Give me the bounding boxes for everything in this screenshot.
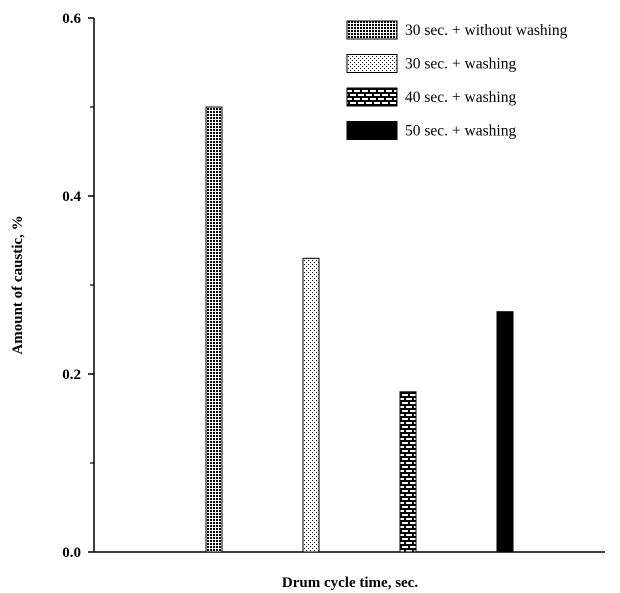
- bar-1: [205, 106, 223, 553]
- legend: 30 sec. + without washing 30 sec. + washi…: [346, 20, 568, 140]
- y-tick-label: 0.0: [62, 545, 81, 561]
- bars-group: [205, 106, 514, 553]
- y-tick-label: 0.4: [62, 189, 81, 205]
- y-tick-label: 0.2: [62, 367, 81, 383]
- legend-swatch-1: [346, 20, 398, 40]
- bar-2: [302, 257, 320, 553]
- bar-3: [399, 391, 417, 553]
- legend-swatch-2: [346, 54, 398, 73]
- legend-label-3: 40 sec. + washing: [405, 89, 516, 106]
- legend-label-2: 30 sec. + washing: [405, 56, 516, 73]
- y-tick-label: 0.6: [62, 11, 81, 27]
- y-axis-tick-labels: 0.0 0.2 0.4 0.6: [62, 11, 81, 561]
- x-axis-title: Drum cycle time, sec.: [282, 575, 418, 591]
- legend-swatch-3: [346, 87, 398, 107]
- legend-swatch-4: [346, 121, 398, 140]
- legend-label-4: 50 sec. + washing: [405, 123, 516, 140]
- y-axis-title: Amount of caustic, %: [10, 215, 26, 354]
- legend-label-1: 30 sec. + without washing: [405, 22, 568, 39]
- y-axis-ticks: [88, 17, 94, 553]
- bar-4: [496, 311, 514, 553]
